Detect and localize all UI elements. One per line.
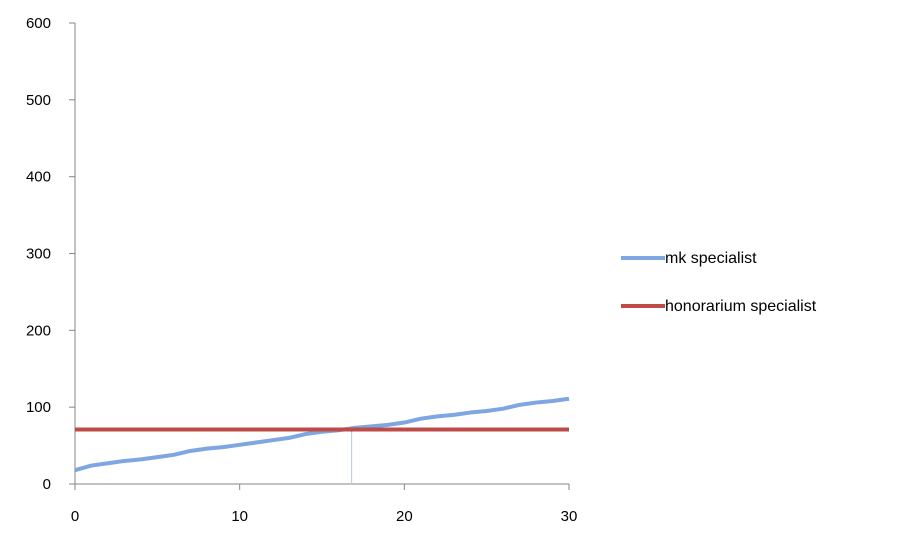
y-tick-label: 200	[26, 322, 51, 339]
x-tick-label: 0	[71, 508, 79, 525]
x-tick-label: 20	[396, 508, 413, 525]
y-tick-label: 300	[26, 246, 51, 263]
y-axis: 0 100 200 300 400 500 600	[26, 15, 76, 493]
series	[74, 396, 570, 473]
y-tick-label: 400	[26, 169, 51, 186]
x-tick-label: 30	[561, 508, 578, 525]
y-tick-label: 600	[26, 15, 51, 32]
legend: mk specialist honorarium specialist	[621, 250, 817, 315]
legend-label: honorarium specialist	[665, 298, 817, 315]
series-line-mk-specialist	[74, 396, 570, 473]
legend-label: mk specialist	[665, 250, 757, 267]
y-tick-label: 500	[26, 92, 51, 109]
y-tick-label: 0	[43, 476, 51, 493]
y-tick-label: 100	[26, 399, 51, 416]
x-axis: 0 10 20 30	[71, 483, 578, 525]
x-tick-label: 10	[231, 508, 248, 525]
